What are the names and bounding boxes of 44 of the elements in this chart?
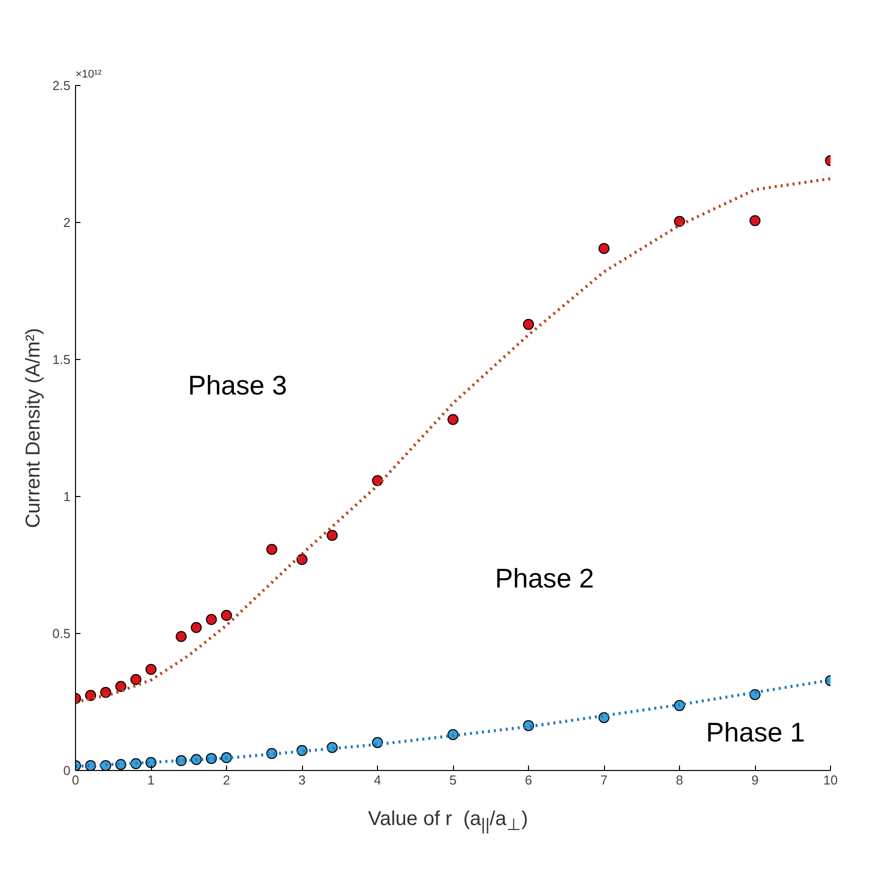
point	[448, 729, 458, 740]
point	[674, 216, 685, 227]
point	[221, 610, 232, 621]
point	[598, 243, 610, 254]
point	[100, 686, 112, 698]
point	[146, 664, 156, 675]
annotation: Phase 1	[706, 718, 806, 748]
point	[115, 680, 126, 692]
point	[130, 674, 142, 686]
point	[130, 758, 142, 770]
y-tick-label: 2	[63, 215, 71, 230]
x-tick-label: 5	[449, 772, 457, 788]
point	[176, 631, 187, 642]
x-tick-label: 6	[524, 772, 532, 788]
point	[448, 414, 458, 425]
point	[674, 700, 685, 712]
x-tick-label: 8	[676, 772, 684, 788]
point	[190, 622, 202, 633]
annotation: Phase 2	[494, 564, 594, 594]
x-tick-label: 2	[222, 772, 230, 788]
x-tick-label: 4	[374, 772, 382, 788]
point	[221, 752, 232, 764]
point	[296, 554, 308, 566]
x-axis-title: Value of r (a$_{||}$/a$_{⊥}$)	[368, 807, 528, 836]
text: ×10¹²	[76, 68, 102, 80]
x-tick-label: 9	[751, 772, 759, 788]
x-tick-label: 7	[600, 772, 608, 788]
line-series	[76, 177, 830, 704]
point	[266, 544, 278, 555]
y-axis-title: Current Density (A/m²)	[22, 328, 44, 528]
point	[750, 215, 760, 226]
y-tick-label: 0.5	[52, 626, 71, 641]
y-tick-label: 2.5	[52, 78, 71, 93]
x-tick-label: 3	[298, 772, 306, 788]
point	[326, 530, 338, 541]
point	[523, 318, 534, 330]
point	[206, 614, 217, 626]
x-tick-label: 1	[147, 772, 155, 788]
y-tick-label: 1	[63, 489, 71, 504]
y-tick-label: 0	[63, 763, 71, 778]
point	[190, 754, 202, 766]
annotation: Phase 3	[188, 370, 288, 400]
y-tick-label: 1.5	[52, 352, 71, 367]
x-tick-label: 10	[823, 772, 838, 788]
